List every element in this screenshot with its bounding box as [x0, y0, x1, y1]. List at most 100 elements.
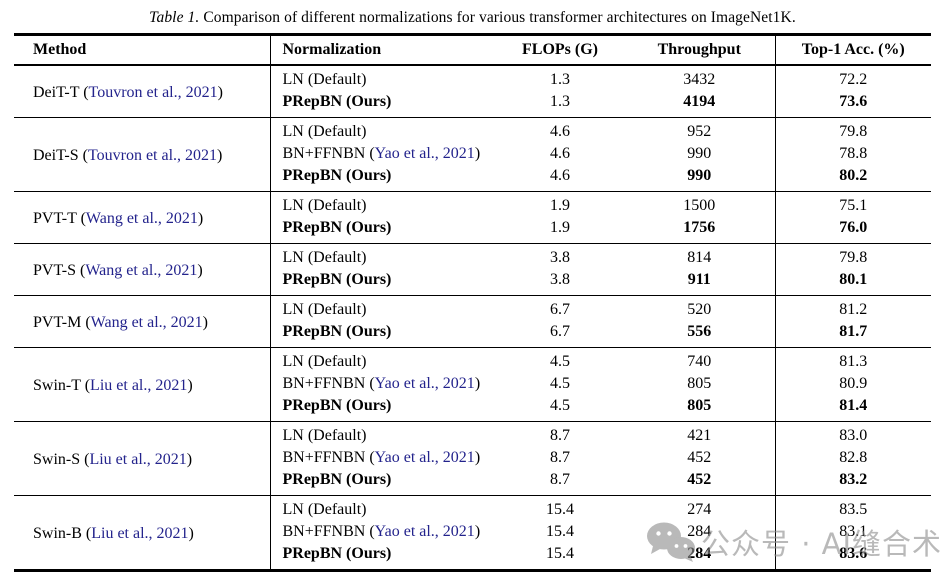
throughput-cell: 452 [687, 449, 712, 466]
throughput-cell: 421 [624, 421, 775, 447]
acc-cell: 81.3 [774, 347, 931, 373]
acc-cell: 78.8 [774, 143, 931, 165]
acc-cell: 81.4 [774, 395, 931, 422]
throughput-cell: 814 [624, 243, 775, 269]
table-caption-label: Table 1. [149, 9, 200, 26]
citation-link[interactable]: Liu et al., 2021 [89, 451, 187, 468]
flops-cell: 4.6 [496, 117, 624, 143]
normalization-cell: LN (Default) [269, 421, 496, 447]
throughput-cell: 284 [687, 523, 712, 540]
table-caption-text: Comparison of different normalizations f… [203, 9, 796, 26]
acc-cell: 82.8 [774, 447, 931, 469]
flops-cell: 1.3 [550, 71, 570, 88]
table-row: BN+FFNBN (Yao et al., 2021) 4.6 990 78.8 [14, 143, 931, 165]
method-cell: Swin-B (Liu et al., 2021) [14, 495, 270, 571]
table-row: DeiT-S (Touvron et al., 2021) LN (Default… [14, 117, 931, 192]
method-cell: DeiT-S (Touvron et al., 2021) [14, 117, 270, 192]
flops-cell: 3.8 [496, 243, 624, 269]
table-row: BN+FFNBN (Yao et al., 2021) 4.5 805 80.9 [14, 373, 931, 395]
throughput-cell: 805 [687, 397, 712, 414]
table-row: PRepBN (Ours) 4.6 990 80.2 [14, 165, 931, 192]
citation-link[interactable]: Yao et al., 2021 [374, 523, 475, 540]
normalization-cell: LN (Default) [269, 191, 496, 217]
flops-cell: 4.6 [550, 145, 570, 162]
throughput-cell: 556 [687, 323, 712, 340]
flops-cell: 1.3 [550, 93, 570, 110]
normalization-cell: BN+FFNBN (Yao et al., 2021) [269, 521, 496, 543]
col-header-top1-acc: Top-1 Acc. (%) [774, 34, 931, 66]
table-row: DeiT-T (Touvron et al., 2021) LN (Default… [14, 65, 931, 101]
col-header-method: Method [14, 34, 270, 66]
citation-link[interactable]: Wang et al., 2021 [90, 314, 203, 331]
citation-link[interactable]: Wang et al., 2021 [85, 210, 198, 227]
method-cell: PVT-S (Wang et al., 2021) [14, 243, 270, 296]
throughput-cell: 805 [687, 375, 712, 392]
flops-cell: 15.4 [546, 523, 574, 540]
citation-link[interactable]: Wang et al., 2021 [85, 262, 198, 279]
normalization-cell: PRepBN (Ours) [269, 395, 496, 422]
table-row: BN+FFNBN (Yao et al., 2021) 8.7 452 82.8 [14, 447, 931, 469]
acc-cell: 83.6 [774, 543, 931, 571]
normalization-cell: PRepBN (Ours) [269, 543, 496, 571]
method-cell: PVT-M (Wang et al., 2021) [14, 295, 270, 348]
acc-cell: 81.7 [774, 321, 931, 348]
flops-cell: 4.5 [496, 347, 624, 373]
normalization-cell: PRepBN (Ours) [269, 321, 496, 348]
table-row: Swin-S (Liu et al., 2021) LN (Default) 8.7… [14, 421, 931, 496]
throughput-cell: 3432 [683, 71, 716, 88]
throughput-cell: 1756 [683, 219, 716, 236]
table-body: DeiT-T (Touvron et al., 2021) LN (Default… [14, 65, 931, 571]
table-row: PVT-M (Wang et al., 2021) LN (Default) 6.7… [14, 295, 931, 348]
throughput-cell: 740 [624, 347, 775, 373]
flops-cell: 8.7 [550, 449, 570, 466]
normalization-cell: BN+FFNBN (Yao et al., 2021) [269, 373, 496, 395]
table-row: PRepBN (Ours) 1.3 4194 73.6 [14, 91, 931, 118]
acc-cell: 79.8 [774, 117, 931, 143]
col-header-flops: FLOPs (G) [496, 34, 624, 66]
acc-cell: 72.2 [774, 65, 931, 91]
citation-link[interactable]: Touvron et al., 2021 [87, 147, 218, 164]
citation-link[interactable]: Touvron et al., 2021 [88, 84, 218, 101]
acc-cell: 80.2 [774, 165, 931, 192]
citation-link[interactable]: Liu et al., 2021 [91, 525, 189, 542]
throughput-cell: 274 [624, 495, 775, 521]
table-row: Swin-T (Liu et al., 2021) LN (Default) 4.5… [14, 347, 931, 422]
flops-cell: 1.9 [496, 191, 624, 217]
acc-cell: 80.1 [774, 269, 931, 296]
normalization-cell: LN (Default) [269, 495, 496, 521]
normalization-cell: PRepBN (Ours) [269, 269, 496, 296]
citation-link[interactable]: Yao et al., 2021 [374, 375, 475, 392]
normalization-cell: PRepBN (Ours) [269, 165, 496, 192]
acc-cell: 83.1 [774, 521, 931, 543]
normalization-cell: PRepBN (Ours) [269, 469, 496, 496]
acc-cell: 80.9 [774, 373, 931, 395]
throughput-cell: 990 [687, 145, 712, 162]
normalization-cell: PRepBN (Ours) [269, 91, 496, 118]
table-row: PVT-T (Wang et al., 2021) LN (Default) 1.9… [14, 191, 931, 244]
citation-link[interactable]: Yao et al., 2021 [374, 449, 475, 466]
col-header-normalization: Normalization [269, 34, 496, 66]
col-header-throughput: Throughput [624, 34, 775, 66]
flops-cell: 1.9 [550, 219, 570, 236]
normalization-cell: BN+FFNBN (Yao et al., 2021) [269, 447, 496, 469]
table-row: PRepBN (Ours) 3.8 911 80.1 [14, 269, 931, 296]
normalization-cell: BN+FFNBN (Yao et al., 2021) [269, 143, 496, 165]
normalization-cell: LN (Default) [269, 65, 496, 91]
throughput-cell: 452 [687, 471, 712, 488]
citation-link[interactable]: Yao et al., 2021 [374, 145, 475, 162]
flops-cell: 4.6 [550, 167, 570, 184]
table-row: Swin-B (Liu et al., 2021) LN (Default) 15.… [14, 495, 931, 571]
method-cell: Swin-T (Liu et al., 2021) [14, 347, 270, 422]
flops-cell: 3.8 [550, 271, 570, 288]
throughput-cell: 4194 [683, 93, 716, 110]
flops-cell: 6.7 [496, 295, 624, 321]
acc-cell: 81.2 [774, 295, 931, 321]
flops-cell: 15.4 [546, 545, 574, 562]
citation-link[interactable]: Liu et al., 2021 [90, 377, 188, 394]
throughput-cell: 1500 [624, 191, 775, 217]
flops-cell: 8.7 [496, 421, 624, 447]
acc-cell: 73.6 [774, 91, 931, 118]
throughput-cell: 520 [624, 295, 775, 321]
flops-cell: 6.7 [550, 323, 570, 340]
